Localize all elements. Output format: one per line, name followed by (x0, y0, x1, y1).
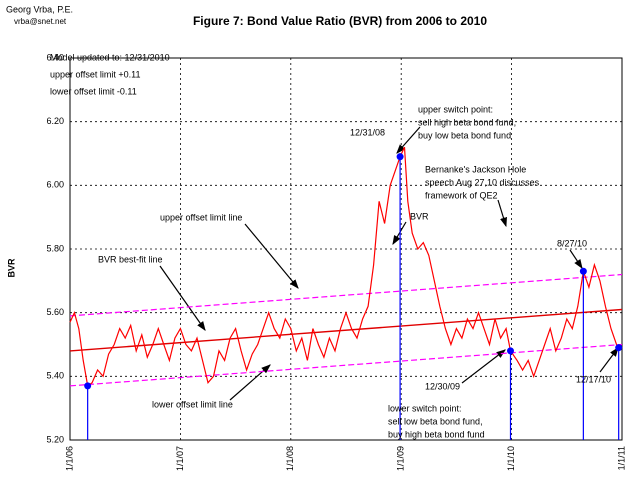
annotation: 8/27/10 (557, 238, 587, 248)
x-tick-label: 1/1/06 (64, 446, 74, 471)
arrow (497, 199, 507, 228)
model-info: Model updated to: 12/31/2010 (50, 52, 170, 62)
annotation: 12/30/09 (425, 381, 460, 391)
annotation: buy low beta bond fund (418, 130, 511, 140)
y-tick-label: 5.20 (46, 434, 64, 444)
model-info: upper offset limit +0.11 (50, 69, 140, 79)
y-tick-label: 6.20 (46, 116, 64, 126)
annotation: Bernanke's Jackson Hole (425, 164, 526, 174)
chart-title: Figure 7: Bond Value Ratio (BVR) from 20… (193, 14, 487, 28)
arrow (244, 223, 299, 289)
best-fit-line (69, 308, 623, 352)
annotation: sell low beta bond fund, (388, 416, 483, 426)
switch-point (396, 153, 404, 161)
switch-point (84, 382, 92, 390)
annotation: 12/17/10 (576, 374, 611, 384)
annotation: upper switch point: (418, 104, 493, 114)
upper-offset-line (69, 273, 623, 317)
arrow (159, 265, 206, 331)
annotation: lower offset limit line (152, 399, 233, 409)
annotation: BVR best-fit line (98, 254, 163, 264)
lower-offset-line (69, 343, 623, 387)
x-tick-label: 1/1/07 (175, 446, 185, 471)
y-tick-label: 5.60 (46, 307, 64, 317)
email: vrba@snet.net (14, 17, 67, 26)
x-tick-label: 1/1/08 (285, 446, 295, 471)
annotation: framework of QE2 (425, 190, 498, 200)
annotation: buy high beta bond fund (388, 429, 485, 439)
y-tick-label: 5.40 (46, 371, 64, 381)
y-tick-label: 6.00 (46, 180, 64, 190)
arrow (461, 349, 506, 384)
y-tick-label: 5.80 (46, 243, 64, 253)
arrow (599, 347, 619, 373)
arrow (229, 364, 271, 401)
switch-point (579, 267, 587, 275)
annotation: speech Aug 27,10 discusses (425, 177, 540, 187)
x-tick-label: 1/1/09 (396, 446, 406, 471)
author: Georg Vrba, P.E. (6, 4, 73, 14)
x-tick-label: 1/1/11 (616, 446, 626, 470)
annotation: 12/31/08 (350, 127, 385, 137)
y-axis-label: BVR (6, 258, 16, 278)
switch-point (506, 347, 514, 355)
annotation: BVR (410, 211, 429, 221)
annotation: lower switch point: (388, 403, 462, 413)
annotation: upper offset limit line (160, 212, 242, 222)
annotation: sell high beta bond fund, (418, 117, 516, 127)
x-tick-label: 1/1/10 (506, 446, 516, 471)
switch-point (615, 344, 623, 352)
arrow (569, 249, 583, 269)
model-info: lower offset limit -0.11 (50, 86, 137, 96)
bvr-line (69, 146, 620, 387)
arrow (396, 126, 421, 154)
y-tick-label: 6.40 (46, 52, 64, 62)
arrows (159, 126, 619, 401)
